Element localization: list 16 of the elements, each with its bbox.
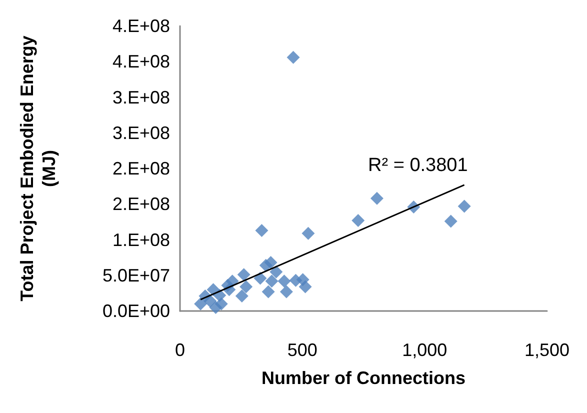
- x-tick-label: 500: [287, 340, 318, 360]
- annotation: R² = 0.3801: [368, 155, 468, 176]
- y-tick-label: 2.E+08: [112, 194, 170, 214]
- y-tick-label: 4.E+08: [112, 52, 170, 72]
- x-tick-label: 1,000: [402, 340, 448, 360]
- y-axis-title: Total Project Embodied Energy (MJ): [17, 36, 59, 302]
- y-tick-label: 2.E+08: [112, 158, 170, 178]
- y-tick-label: 5.0E+07: [102, 265, 170, 286]
- y-tick-label: 0.0E+00: [102, 301, 170, 321]
- y-tick-label: 4.E+08: [112, 16, 170, 36]
- x-tick-label: 0: [174, 340, 186, 360]
- y-tick-label: 3.E+08: [112, 87, 170, 108]
- y-tick-label: 1.E+08: [112, 230, 170, 250]
- x-axis-title: Number of Connections: [261, 368, 466, 388]
- y-tick-label: 3.E+08: [112, 122, 170, 143]
- x-tick-label: 1,500: [524, 340, 570, 360]
